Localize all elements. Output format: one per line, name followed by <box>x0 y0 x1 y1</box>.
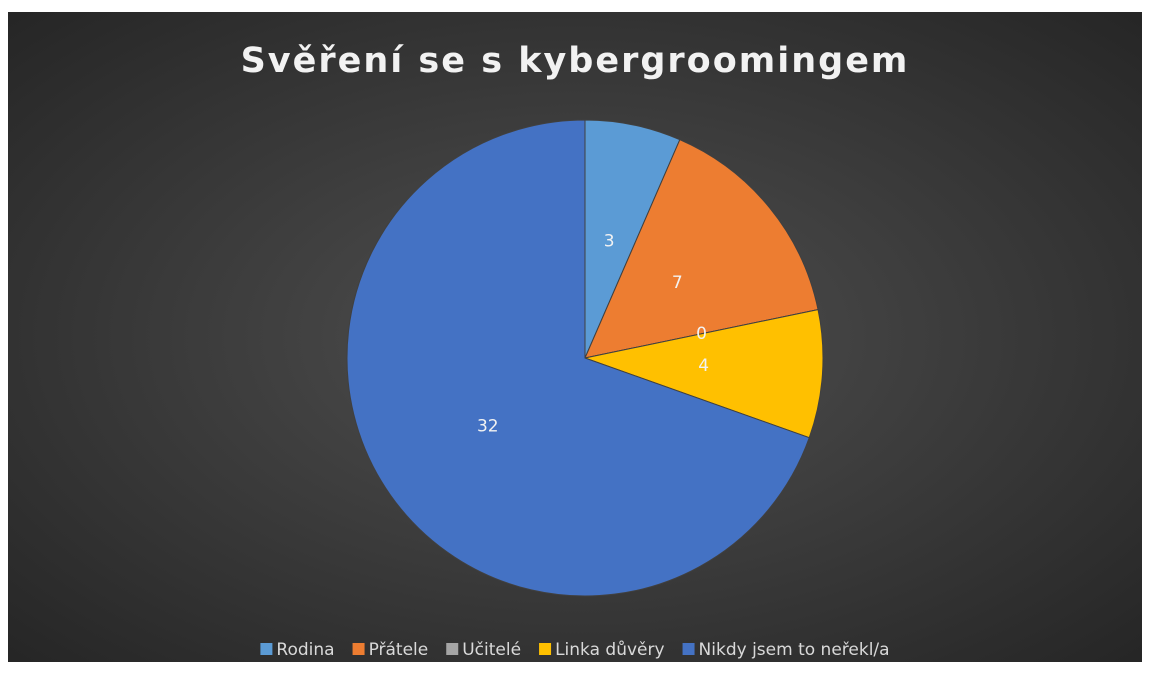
pie-slice <box>346 119 810 597</box>
legend-swatch <box>260 643 273 655</box>
legend-label: Učitelé <box>462 640 521 660</box>
legend-swatch <box>539 643 552 655</box>
data-label: 32 <box>477 417 499 437</box>
chart-title: Svěření se s kybergroomingem <box>241 41 910 81</box>
data-label: 4 <box>698 356 709 376</box>
legend-label: Přátele <box>369 640 429 660</box>
pie-slice <box>584 139 819 359</box>
legend-swatch <box>682 643 695 655</box>
legend-swatch <box>446 643 459 655</box>
legend-label: Linka důvěry <box>555 640 664 660</box>
legend-swatch <box>352 643 365 655</box>
pie-slice <box>583 308 824 439</box>
data-label: 3 <box>604 231 615 251</box>
legend-label: Nikdy jsem to neřekl/a <box>699 640 890 660</box>
data-label: 7 <box>672 273 683 293</box>
legend-label: Rodina <box>276 640 334 660</box>
data-label: 0 <box>696 324 707 344</box>
